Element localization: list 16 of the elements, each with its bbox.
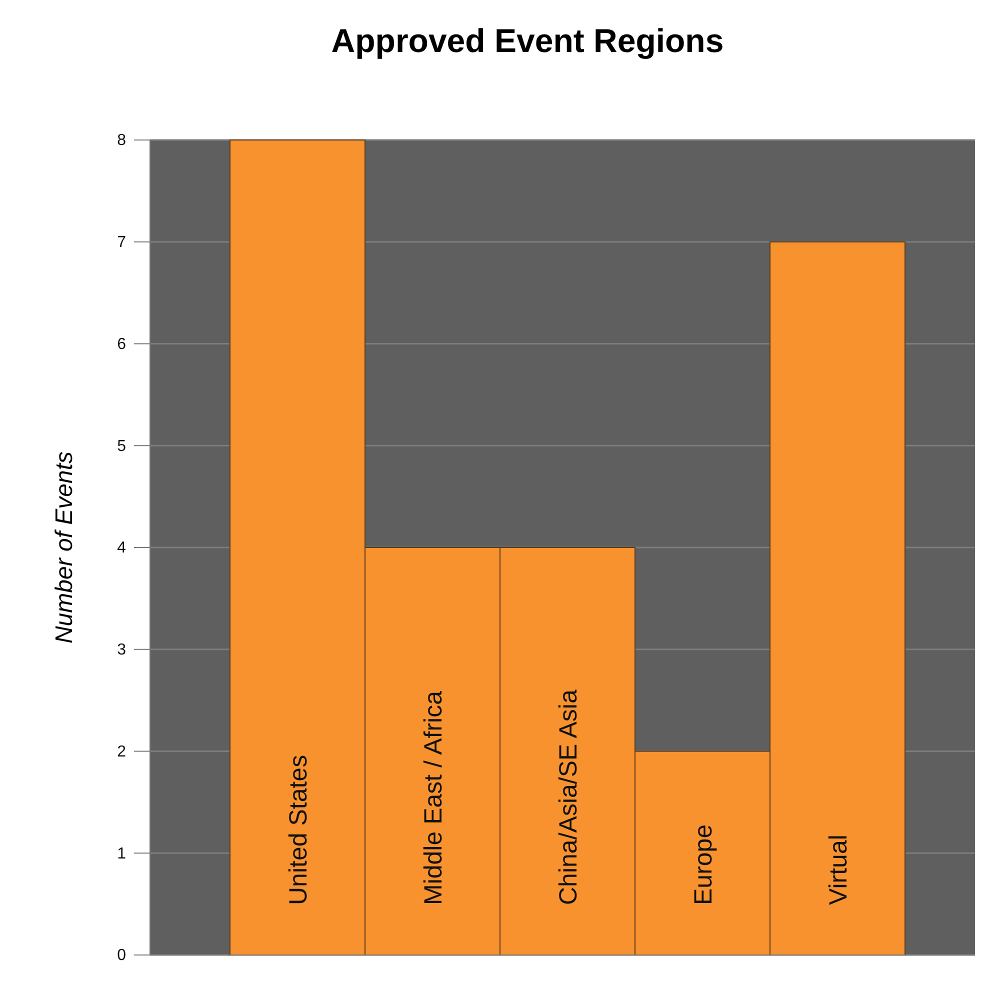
x-tick-label: Middle East / Africa: [419, 690, 448, 905]
x-tick-label: United States: [284, 754, 312, 905]
y-axis-title: Number of Events: [51, 451, 78, 644]
x-tick-label: China/Asia/SE Asia: [554, 690, 582, 905]
y-tick-label: 8: [117, 132, 126, 150]
x-tick-label: Virtual: [824, 834, 852, 905]
y-tick-label: 2: [117, 743, 126, 760]
y-tick-label: 1: [117, 845, 126, 862]
y-tick-label: 0: [117, 947, 126, 964]
y-tick-label: 6: [117, 336, 126, 353]
y-tick-label: 5: [117, 438, 126, 455]
y-tick-label: 4: [117, 540, 126, 557]
y-tick-label: 3: [117, 641, 126, 658]
y-tick-label: 7: [117, 234, 126, 251]
x-tick-label: Europe: [689, 824, 718, 905]
chart-title: Approved Event Regions: [331, 22, 724, 59]
